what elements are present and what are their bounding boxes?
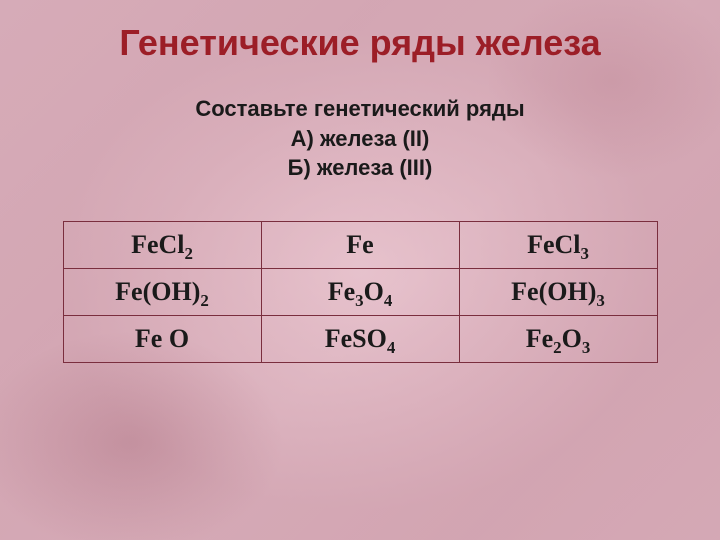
table-cell: Fe [261, 222, 459, 269]
table-row: Fe OFeSO4Fe2O3 [63, 316, 657, 363]
subtitle-line-3: Б) железа (III) [0, 153, 720, 183]
table-row: FeCl2FeFeCl3 [63, 222, 657, 269]
table-row: Fe(OH)2Fe3O4Fe(OH)3 [63, 269, 657, 316]
table-cell: Fe(OH)2 [63, 269, 261, 316]
table-cell: FeSO4 [261, 316, 459, 363]
subtitle-line-2: А) железа (II) [0, 124, 720, 154]
table-body: FeCl2FeFeCl3Fe(OH)2Fe3O4Fe(OH)3Fe OFeSO4… [63, 222, 657, 363]
page-title: Генетические ряды железа [0, 22, 720, 64]
table-cell: Fe(OH)3 [459, 269, 657, 316]
formula-table: FeCl2FeFeCl3Fe(OH)2Fe3O4Fe(OH)3Fe OFeSO4… [63, 221, 658, 363]
subtitle-line-1: Составьте генетический ряды [0, 94, 720, 124]
table-cell: FeCl2 [63, 222, 261, 269]
table-cell: Fe3O4 [261, 269, 459, 316]
table-cell: FeCl3 [459, 222, 657, 269]
table-wrap: FeCl2FeFeCl3Fe(OH)2Fe3O4Fe(OH)3Fe OFeSO4… [0, 221, 720, 363]
table-cell: Fe2O3 [459, 316, 657, 363]
slide: Генетические ряды железа Составьте генет… [0, 0, 720, 540]
table-cell: Fe O [63, 316, 261, 363]
subtitle-block: Составьте генетический ряды А) железа (I… [0, 94, 720, 183]
